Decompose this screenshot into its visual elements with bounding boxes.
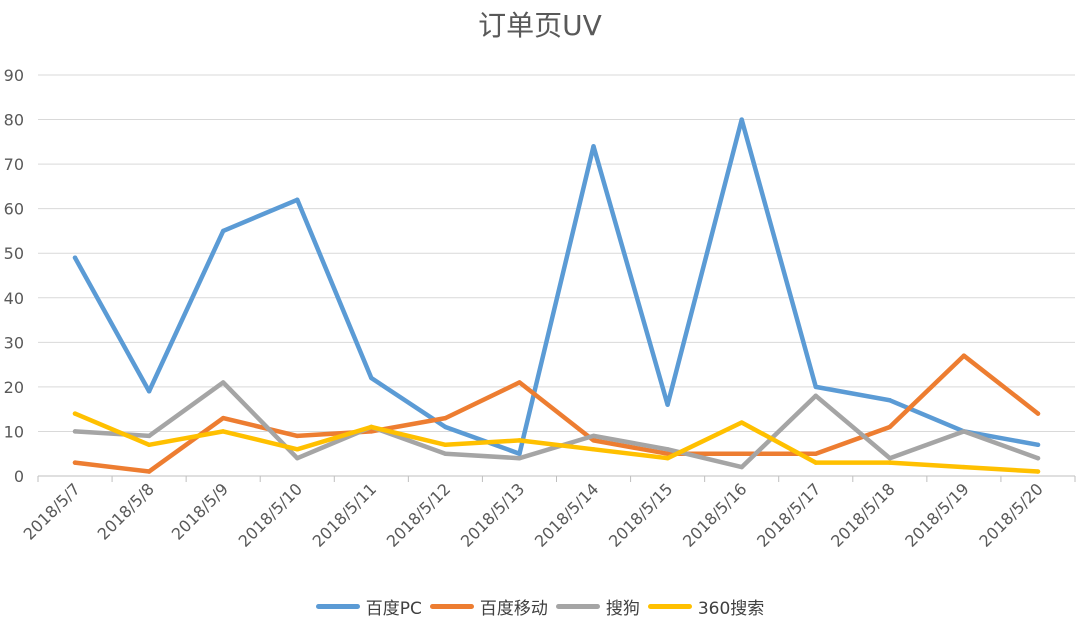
data-point xyxy=(146,442,152,448)
data-point xyxy=(1035,411,1041,416)
y-tick-label: 60 xyxy=(4,200,24,219)
data-point xyxy=(443,415,448,421)
legend-label: 搜狗 xyxy=(605,599,640,619)
legend-label: 360搜索 xyxy=(697,599,765,619)
data-point xyxy=(295,455,300,461)
x-tick-label: 2018/5/18 xyxy=(827,479,898,550)
x-tick-label: 2018/5/19 xyxy=(901,479,972,550)
y-tick-label: 0 xyxy=(14,467,24,486)
legend-item: 百度PC xyxy=(315,594,422,619)
x-tick-label: 2018/5/9 xyxy=(168,479,232,543)
data-point xyxy=(813,384,818,390)
data-point xyxy=(369,429,374,434)
x-tick-label: 2018/5/7 xyxy=(20,479,84,543)
x-tick-label: 2018/5/8 xyxy=(94,479,158,543)
legend-label: 百度PC xyxy=(365,599,422,619)
data-point xyxy=(1035,455,1041,461)
data-point xyxy=(739,464,744,470)
x-tick-label: 2018/5/16 xyxy=(679,479,750,550)
data-point xyxy=(295,433,300,439)
x-tick-label: 2018/5/13 xyxy=(457,479,528,550)
data-point xyxy=(146,469,152,474)
gridlines xyxy=(38,74,1075,432)
x-tick-label: 2018/5/20 xyxy=(975,479,1046,550)
legend-label: 百度移动 xyxy=(479,599,548,619)
data-point xyxy=(443,442,448,448)
data-point xyxy=(72,429,78,434)
data-point xyxy=(961,353,967,358)
data-point xyxy=(1035,469,1041,474)
x-tick-label: 2018/5/12 xyxy=(383,479,454,550)
data-point xyxy=(72,460,78,465)
x-tick-label: 2018/5/10 xyxy=(235,479,306,550)
y-tick-label: 90 xyxy=(4,66,24,85)
data-point xyxy=(295,447,300,452)
legend: 百度PC 百度移动 搜狗 360搜索 xyxy=(0,594,1080,619)
data-point xyxy=(739,420,744,425)
data-point xyxy=(591,438,596,443)
data-point xyxy=(146,433,152,439)
data-point xyxy=(887,398,893,403)
data-point xyxy=(961,429,967,434)
series-lines xyxy=(72,117,1041,474)
data-point xyxy=(591,144,596,149)
series-line-0 xyxy=(72,117,1041,456)
data-point xyxy=(220,429,226,434)
data-point xyxy=(146,389,152,394)
x-tick-label: 2018/5/15 xyxy=(605,479,676,550)
data-point xyxy=(369,424,374,430)
y-tick-label: 10 xyxy=(4,422,24,441)
data-point xyxy=(369,375,374,381)
data-point xyxy=(739,117,744,122)
x-tick-label: 2018/5/17 xyxy=(753,479,824,550)
data-point xyxy=(517,455,522,461)
y-tick-label: 20 xyxy=(4,378,24,397)
legend-item: 360搜索 xyxy=(647,594,765,619)
data-point xyxy=(591,447,596,452)
data-point xyxy=(517,438,522,443)
y-tick-label: 70 xyxy=(4,155,24,174)
x-tick-label: 2018/5/11 xyxy=(309,479,380,550)
legend-item: 搜狗 xyxy=(555,594,640,619)
legend-swatch xyxy=(555,604,600,609)
legend-swatch xyxy=(429,604,474,609)
y-tick-label: 40 xyxy=(4,289,24,308)
data-point xyxy=(887,424,893,430)
data-point xyxy=(517,451,522,456)
x-tick-label: 2018/5/14 xyxy=(531,479,602,550)
data-point xyxy=(813,451,818,456)
y-tick-label: 80 xyxy=(4,111,24,130)
data-point xyxy=(665,455,670,461)
data-point xyxy=(739,451,744,456)
legend-swatch xyxy=(647,604,692,609)
series-line-3 xyxy=(72,411,1041,474)
legend-swatch xyxy=(315,604,360,609)
chart-title: 订单页UV xyxy=(478,9,602,42)
data-point xyxy=(665,402,670,407)
data-point xyxy=(220,380,226,385)
data-point xyxy=(72,255,78,260)
data-point xyxy=(813,460,818,465)
data-point xyxy=(813,393,818,398)
data-point xyxy=(220,415,226,421)
data-point xyxy=(220,228,226,234)
data-point xyxy=(295,197,300,202)
data-point xyxy=(665,447,670,452)
data-point xyxy=(72,411,78,416)
data-point xyxy=(887,455,893,461)
data-point xyxy=(591,433,596,439)
data-point xyxy=(961,464,967,470)
legend-item: 百度移动 xyxy=(429,594,548,619)
data-point xyxy=(887,460,893,465)
data-point xyxy=(517,380,522,385)
data-point xyxy=(443,451,448,456)
y-tick-label: 50 xyxy=(4,244,24,263)
y-tick-label: 30 xyxy=(4,333,24,352)
data-point xyxy=(665,451,670,456)
series-line-1 xyxy=(72,353,1041,474)
data-point xyxy=(443,424,448,430)
data-point xyxy=(1035,442,1041,448)
